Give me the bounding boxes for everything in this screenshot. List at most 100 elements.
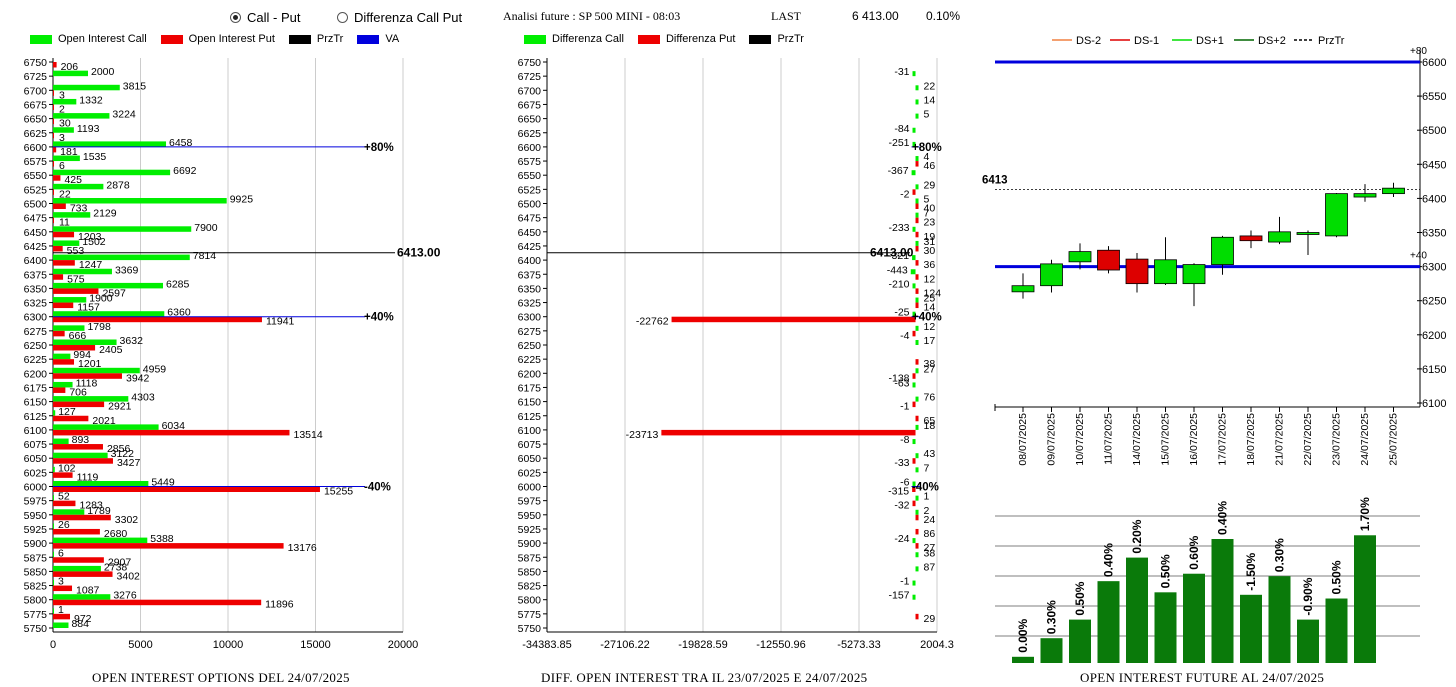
- call-bar-label: 6360: [167, 307, 191, 319]
- candle-body: [1353, 193, 1377, 198]
- prztr-label: 6413.00: [870, 246, 914, 260]
- diff-call-bar: [912, 481, 916, 487]
- radio-dot[interactable]: [337, 12, 348, 23]
- call-bar: [53, 452, 108, 459]
- diff-call-bar: [915, 85, 919, 91]
- call-bar: [53, 509, 85, 515]
- candle-legend-label: DS-2: [1076, 35, 1101, 47]
- put-bar: [53, 161, 54, 167]
- put-bar-label: 2680: [104, 528, 128, 540]
- y-tick-label: 6025: [24, 467, 48, 479]
- radio-call-put-label: Call - Put: [247, 10, 301, 25]
- put-bar-label: 3: [59, 89, 65, 101]
- call-bar: [53, 396, 129, 402]
- call-bar: [53, 594, 111, 600]
- va-label: +40%: [364, 312, 394, 324]
- diff-put-label: -4: [900, 330, 909, 342]
- y-tick-label: 5850: [24, 566, 48, 578]
- put-bar-label: 1119: [77, 471, 99, 483]
- y-tick-label: 6000: [24, 482, 48, 494]
- candle-date-label: 17/07/2025: [1217, 413, 1229, 466]
- put-bar: [53, 458, 113, 464]
- put-bar-label: 1283: [79, 500, 103, 512]
- y-tick-label: 6375: [518, 269, 542, 281]
- call-bar-label: 52: [58, 491, 70, 503]
- y-tick-label: 5975: [518, 496, 542, 508]
- legend-label: VA: [385, 33, 400, 45]
- diff-call-label: 5: [924, 109, 930, 121]
- y-tick-label: 6225: [518, 354, 542, 366]
- y-tick-label: 6300: [24, 312, 48, 324]
- call-bar-label: 6692: [173, 165, 197, 177]
- y-tick-label: 6325: [24, 298, 48, 310]
- put-bar-label: 22: [59, 188, 71, 200]
- call-bar: [53, 98, 77, 105]
- x-tick-label: -19828.59: [678, 639, 728, 651]
- y-tick-label: 6600: [518, 142, 542, 154]
- y-tick-label: 6550: [518, 170, 542, 182]
- y-tick-label: 6425: [518, 241, 542, 253]
- call-bar: [53, 169, 171, 176]
- candle-body: [1382, 187, 1405, 195]
- diff-call-bar: [915, 368, 919, 374]
- put-bar-label: 13514: [293, 429, 322, 441]
- call-bar: [53, 367, 140, 374]
- x-tick-label: 15000: [300, 639, 331, 651]
- future-bar: [1211, 539, 1234, 663]
- radio-call-put[interactable]: Call - Put: [230, 10, 300, 25]
- y-tick-label: 6650: [518, 114, 542, 126]
- y-tick-label: 6750: [518, 57, 542, 69]
- candle-level-label: +40: [1410, 251, 1427, 262]
- radio-dot-selected[interactable]: [230, 12, 241, 23]
- diff-call-label: -233: [889, 222, 910, 234]
- diff-call-label: -210: [889, 278, 910, 290]
- y-tick-label: 6500: [24, 199, 48, 211]
- radio-differenza[interactable]: Differenza Call Put: [337, 10, 462, 25]
- diff-put-label: 14: [924, 302, 936, 314]
- put-bar: [53, 62, 57, 68]
- diff-call-bar: [915, 453, 919, 459]
- top-bar: Call - Put Differenza Call Put Analisi f…: [0, 0, 1456, 32]
- call-bar: [53, 84, 120, 91]
- y-tick-label: 5825: [24, 581, 48, 593]
- legend-label: Open Interest Call: [58, 33, 147, 45]
- diff-call-bar: [912, 141, 916, 147]
- put-bar: [53, 288, 99, 294]
- diff-put-bar: [912, 373, 916, 379]
- diff-call-bar: [915, 340, 919, 345]
- put-bar-label: 1157: [77, 302, 100, 314]
- y-tick-label: 5850: [518, 566, 542, 578]
- diff-call-label: -443: [887, 264, 908, 276]
- legend-label: PrzTr: [777, 33, 804, 45]
- marker-label: +80%: [912, 142, 942, 154]
- diff-put-bar: [661, 429, 916, 436]
- diff-call-label: 38: [924, 547, 936, 559]
- x-tick-label: -27106.22: [600, 639, 650, 651]
- diff-call-label: 1: [924, 491, 930, 503]
- put-bar-label: 706: [69, 386, 87, 398]
- call-bar: [53, 297, 87, 303]
- diff-call-label: -31: [894, 66, 909, 78]
- candle-body: [1268, 231, 1291, 243]
- put-bar-label: 575: [67, 273, 85, 285]
- diff-put-label: 29: [924, 613, 936, 625]
- diff-call-label: -63: [894, 377, 909, 389]
- put-bar: [53, 274, 64, 280]
- y-tick-label: 6575: [518, 156, 542, 168]
- diff-call-bar: [915, 297, 919, 303]
- call-bar-label: 2738: [104, 561, 128, 573]
- diff-call-label: 4: [924, 151, 930, 163]
- x-tick-label: 0: [50, 639, 56, 651]
- diff-call-label: 31: [924, 236, 936, 248]
- legend-swatch-call: [30, 34, 52, 44]
- y-tick-label: 5775: [518, 609, 542, 621]
- candle-date-label: 22/07/2025: [1302, 413, 1314, 466]
- diff-put-bar: [915, 288, 919, 294]
- call-bar: [53, 282, 163, 289]
- put-bar: [53, 359, 75, 365]
- diff-call-bar: [915, 495, 919, 501]
- y-tick-label: 6450: [518, 227, 542, 239]
- candle-legend-label: DS-1: [1134, 35, 1159, 47]
- diff-call-label: 18: [924, 420, 936, 432]
- diff-put-bar: [915, 274, 919, 280]
